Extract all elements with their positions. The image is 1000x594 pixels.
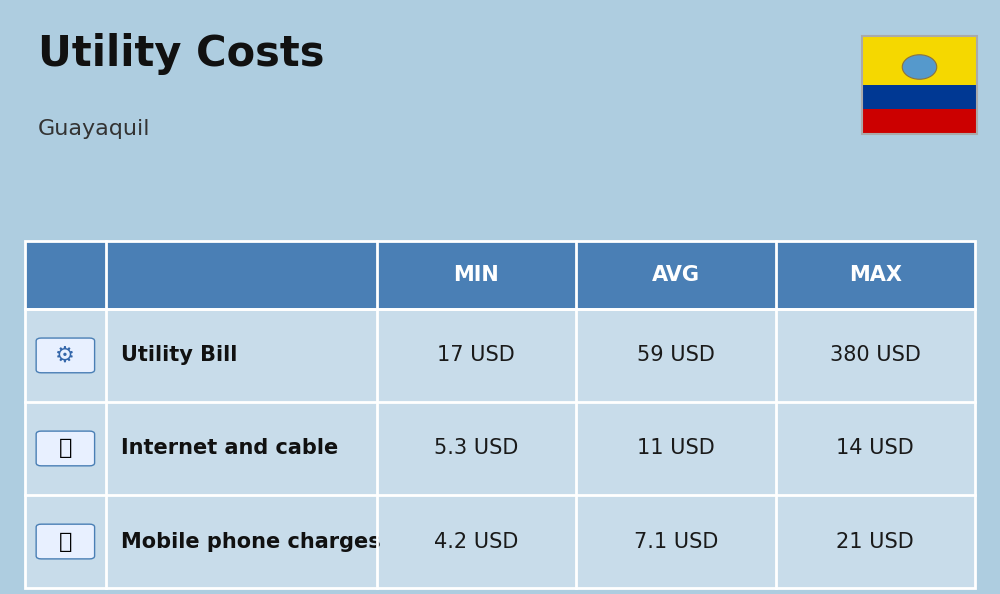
Text: 14 USD: 14 USD [836,438,914,459]
Text: AVG: AVG [652,265,700,285]
FancyBboxPatch shape [36,431,95,466]
Text: Guayaquil: Guayaquil [38,119,150,139]
Ellipse shape [902,55,937,79]
FancyBboxPatch shape [862,109,977,134]
Text: 5.3 USD: 5.3 USD [434,438,518,459]
Text: Utility Bill: Utility Bill [121,345,237,365]
Text: 7.1 USD: 7.1 USD [634,532,718,552]
Text: 📶: 📶 [59,438,72,459]
Text: 21 USD: 21 USD [836,532,914,552]
Text: Internet and cable: Internet and cable [121,438,338,459]
FancyBboxPatch shape [25,309,975,402]
Text: 59 USD: 59 USD [637,345,715,365]
Text: 📱: 📱 [59,532,72,552]
FancyBboxPatch shape [36,338,95,373]
Text: MIN: MIN [453,265,499,285]
FancyBboxPatch shape [862,36,977,84]
FancyBboxPatch shape [862,84,977,109]
Text: MAX: MAX [849,265,902,285]
Text: ⚙: ⚙ [55,345,75,365]
FancyBboxPatch shape [25,495,975,588]
Text: Utility Costs: Utility Costs [38,33,324,75]
Text: 4.2 USD: 4.2 USD [434,532,518,552]
FancyBboxPatch shape [36,524,95,559]
Text: 17 USD: 17 USD [437,345,515,365]
FancyBboxPatch shape [25,402,975,495]
FancyBboxPatch shape [25,241,975,309]
Text: 11 USD: 11 USD [637,438,715,459]
Text: 380 USD: 380 USD [830,345,921,365]
Text: Mobile phone charges: Mobile phone charges [121,532,380,552]
